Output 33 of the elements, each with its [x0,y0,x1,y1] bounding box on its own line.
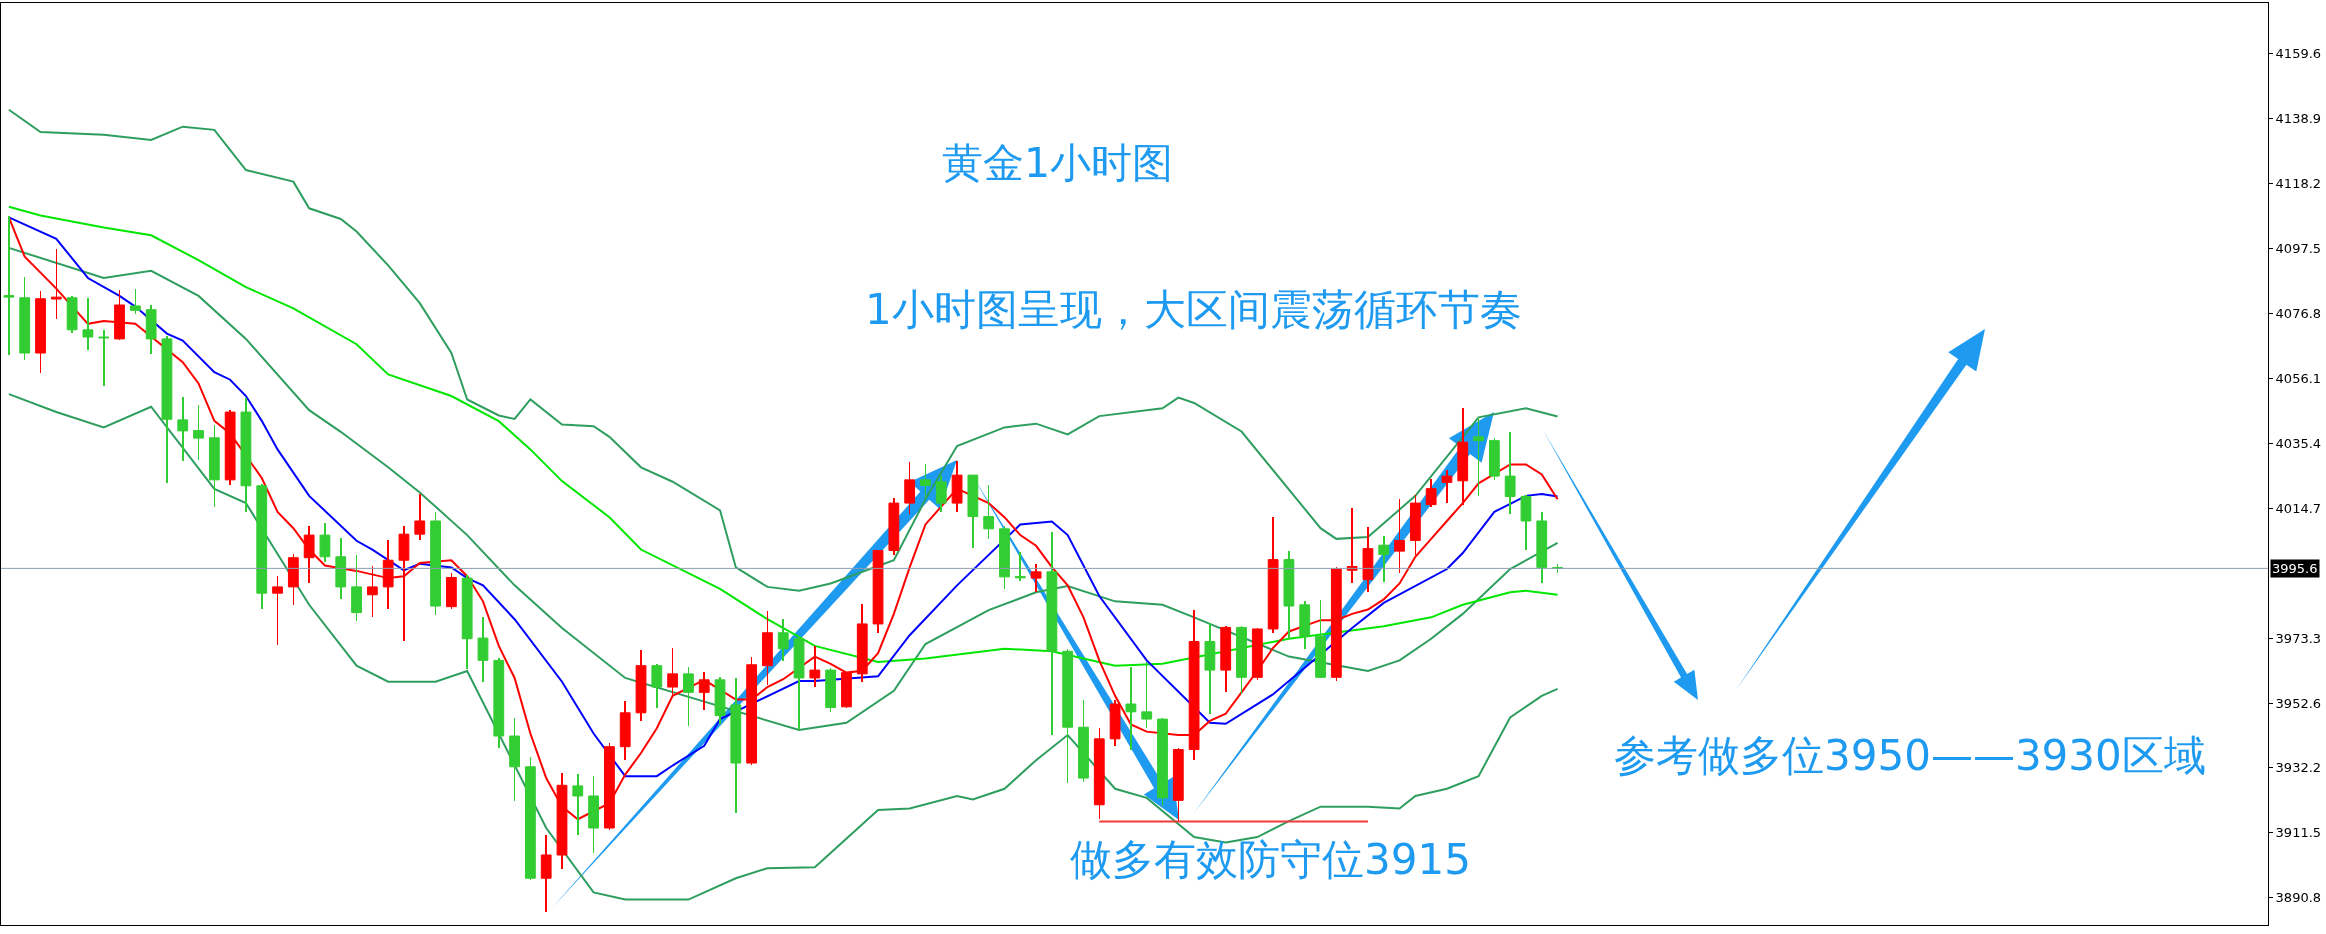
y-tick-label: 3911.5 [2275,824,2322,840]
candlestick [1125,667,1137,750]
y-tick-label: 4097.5 [2275,241,2322,257]
line-series [7,108,1559,592]
candlestick [98,329,110,386]
candlestick [398,526,410,641]
line-series [7,205,1559,667]
y-tick-label: 3890.8 [2275,889,2322,905]
y-tick-label: 4014.7 [2275,500,2322,516]
y-tick-label: 4118.2 [2275,176,2322,192]
line-series [7,393,1559,901]
candlestick [809,645,821,688]
y-tick-label: 3973.3 [2275,630,2322,646]
y-tick-label: 4159.6 [2275,46,2322,62]
ref-line-label: 3995.6 [2272,561,2318,576]
y-tick-label: 4076.8 [2275,306,2322,322]
annotation: 做多有效防守位3915 [1070,835,1471,884]
candlestick [572,774,584,836]
text: 1小时图呈现，大区间震荡循环节奏 [865,285,1522,334]
candlestick [177,396,189,462]
y-tick-label: 4056.1 [2275,371,2322,387]
text: 黄金1小时图 [942,139,1174,187]
candlestick [1014,552,1026,582]
candlestick [1441,469,1453,504]
candlestick [1378,535,1390,582]
candlestick [82,297,94,350]
text: 参考做多位3950——3930区域 [1614,731,2206,780]
y-tick-label: 4035.4 [2275,435,2322,451]
y-tick-label: 4138.9 [2275,111,2322,127]
y-tick-label: 3952.6 [2275,695,2322,711]
candlestick [3,215,15,355]
candlestick [1504,431,1516,515]
y-tick-label: 3932.2 [2275,759,2322,775]
